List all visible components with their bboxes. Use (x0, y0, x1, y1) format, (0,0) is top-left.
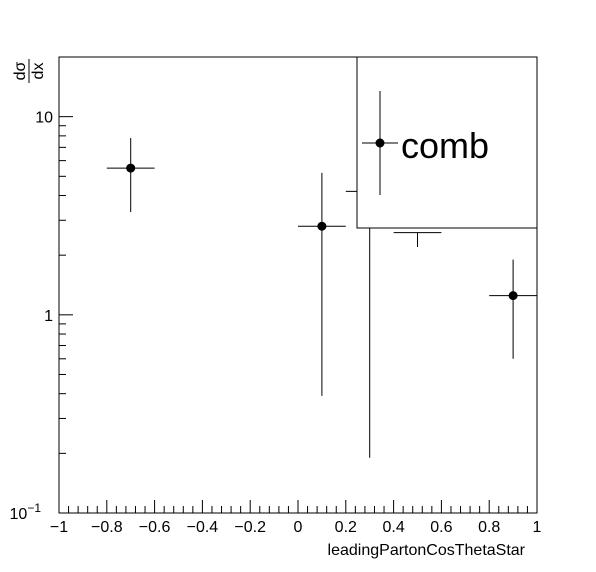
legend-marker-dot (375, 138, 385, 148)
data-marker (508, 291, 518, 301)
y-axis-label: dσ dx (12, 59, 47, 83)
x-tick-label: 0 (294, 519, 303, 536)
x-tick-label: 0.6 (430, 519, 452, 536)
x-tick-label: 0.2 (335, 519, 357, 536)
x-tick-label: −0.6 (139, 519, 171, 536)
data-point (298, 172, 346, 396)
data-marker (126, 163, 136, 173)
x-tick-label: −0.8 (91, 519, 123, 536)
x-tick-label: 0.8 (478, 519, 500, 536)
x-tick-label: 1 (533, 519, 542, 536)
y-axis-label-denominator: dx (30, 63, 47, 80)
legend: comb (356, 56, 538, 229)
x-tick-label: −0.4 (187, 519, 219, 536)
data-point (489, 259, 537, 359)
x-axis-ticks: −1 −0.8 −0.6 −0.4 −0.2 0 0.2 0.4 0.6 0.8 1 (50, 500, 542, 536)
x-tick-label: 0.4 (382, 519, 404, 536)
x-tick-label: −1 (50, 519, 68, 536)
y-axis-label-numerator: dσ (12, 61, 29, 80)
legend-entry-comb: comb (401, 125, 489, 166)
y-axis-ticks: 10−1 1 10 (10, 56, 73, 523)
y-tick-label: 10−1 (10, 501, 42, 523)
data-point (106, 138, 155, 213)
x-axis-label: leadingPartonCosThetaStar (328, 542, 526, 559)
legend-marker (362, 91, 398, 195)
y-tick-label: 10 (35, 110, 53, 127)
x-tick-label: −0.2 (234, 519, 266, 536)
y-tick-label: 1 (44, 308, 53, 325)
data-point (393, 232, 442, 247)
data-marker (317, 221, 327, 231)
